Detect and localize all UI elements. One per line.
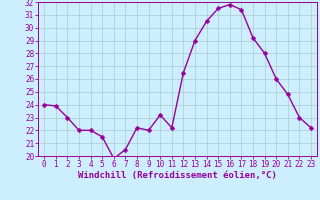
X-axis label: Windchill (Refroidissement éolien,°C): Windchill (Refroidissement éolien,°C) [78,171,277,180]
